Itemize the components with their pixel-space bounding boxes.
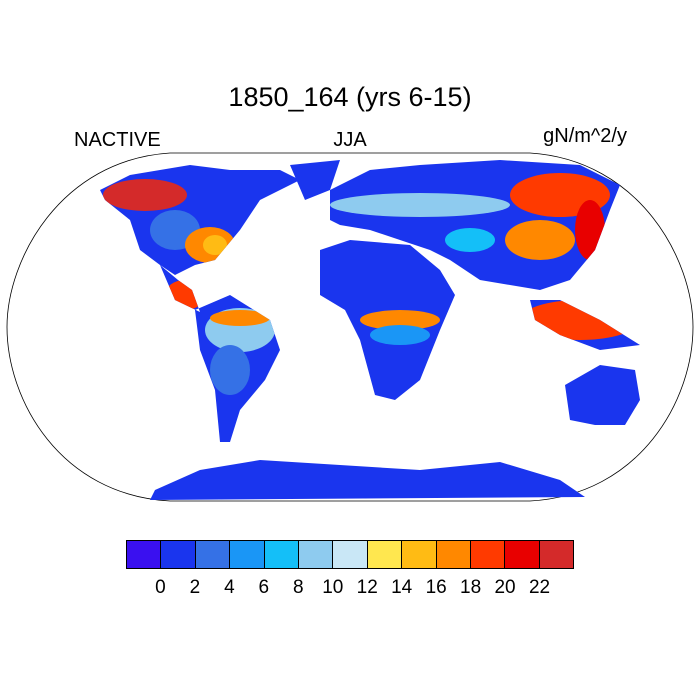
- colorbar-tick-label: 6: [258, 577, 270, 598]
- colorbar-box: [402, 541, 437, 568]
- colorbar-box: [333, 541, 368, 568]
- variable-label: NACTIVE: [74, 129, 161, 151]
- colorbar-tick-label: 16: [425, 577, 447, 598]
- colorbar-tick-label: 8: [293, 577, 304, 598]
- colorbar-box: [470, 541, 506, 568]
- colorbar: [126, 540, 574, 569]
- colorbar-box: [264, 541, 299, 568]
- colorbar-box: [195, 541, 231, 568]
- colorbar-tick-label: 10: [322, 577, 344, 598]
- colorbar-tick-label: 14: [391, 577, 413, 598]
- colorbar-tick-label: 2: [189, 577, 201, 598]
- colorbar-tick-label: 0: [155, 577, 166, 598]
- colorbar-tick-label: 18: [460, 577, 482, 598]
- colorbar-tick-label: 12: [356, 577, 378, 598]
- colorbar-box: [230, 541, 265, 568]
- colorbar-box: [161, 541, 196, 568]
- plot-title: 1850_164 (yrs 6-15): [228, 82, 472, 112]
- colorbar-tick-label: 4: [224, 577, 235, 598]
- colorbar-tick-label: 20: [494, 577, 516, 598]
- units-label: gN/m^2/y: [543, 125, 627, 147]
- colorbar-box: [436, 541, 471, 568]
- colorbar-box: [127, 541, 162, 568]
- colorbar-tick-label: 22: [528, 577, 551, 598]
- colorbar-box: [539, 541, 574, 568]
- colorbar-box: [505, 541, 540, 568]
- colorbar-box: [298, 541, 334, 568]
- season-label: JJA: [333, 129, 367, 151]
- colorbar-box: [367, 541, 403, 568]
